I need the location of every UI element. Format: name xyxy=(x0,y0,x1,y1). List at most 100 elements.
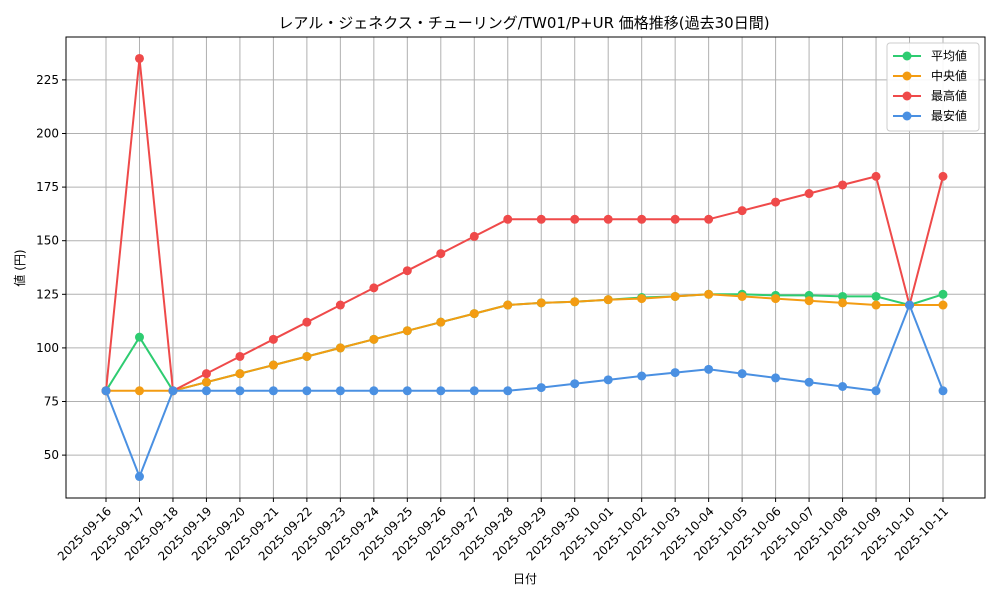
y-tick-label: 100 xyxy=(36,341,59,355)
data-point xyxy=(603,375,613,385)
data-point xyxy=(570,297,580,307)
data-point xyxy=(134,472,144,482)
data-point xyxy=(737,206,747,216)
data-point xyxy=(302,386,312,396)
legend-label: 中央値 xyxy=(931,68,967,83)
x-axis-label: 日付 xyxy=(513,572,537,586)
data-point xyxy=(771,294,781,304)
data-point xyxy=(201,386,211,396)
legend-box xyxy=(886,42,980,132)
y-tick-label: 225 xyxy=(36,73,59,87)
y-tick-label: 150 xyxy=(36,234,59,248)
data-point xyxy=(637,371,647,381)
series-line-中央値 xyxy=(106,293,943,392)
data-point xyxy=(737,291,747,301)
data-point xyxy=(570,379,580,389)
data-point xyxy=(369,386,379,396)
data-point xyxy=(704,364,714,374)
data-point xyxy=(670,214,680,224)
data-point xyxy=(302,351,312,361)
data-point xyxy=(201,377,211,387)
y-tick-label: 50 xyxy=(44,448,59,462)
data-point xyxy=(402,266,412,276)
series-line-最高値 xyxy=(105,57,944,392)
legend-swatch-marker xyxy=(902,71,912,81)
legend-label: 平均値 xyxy=(931,48,967,63)
data-point xyxy=(335,300,345,310)
data-point xyxy=(402,326,412,336)
data-point xyxy=(536,214,546,224)
data-point xyxy=(469,231,479,241)
data-point xyxy=(704,214,714,224)
legend-swatch-marker xyxy=(902,91,912,101)
data-point xyxy=(838,291,848,301)
data-point xyxy=(134,53,144,63)
data-point xyxy=(637,294,647,304)
data-point xyxy=(938,171,948,181)
data-point xyxy=(637,214,647,224)
data-point xyxy=(737,369,747,379)
legend-label: 最安値 xyxy=(931,108,967,123)
data-point xyxy=(704,289,714,299)
data-point xyxy=(436,317,446,327)
data-point xyxy=(804,296,814,306)
data-point xyxy=(101,386,111,396)
data-point xyxy=(268,334,278,344)
y-tick-label: 75 xyxy=(44,395,59,409)
data-point xyxy=(469,309,479,319)
data-point xyxy=(335,386,345,396)
data-point xyxy=(871,291,881,301)
y-tick-label: 175 xyxy=(36,180,59,194)
data-point xyxy=(235,386,245,396)
legend-swatch-marker xyxy=(902,51,912,61)
data-point xyxy=(369,334,379,344)
data-point xyxy=(871,171,881,181)
data-point xyxy=(402,386,412,396)
data-point xyxy=(536,383,546,393)
data-point xyxy=(938,300,948,310)
data-point xyxy=(771,373,781,383)
grid-lines xyxy=(66,37,985,498)
data-point xyxy=(905,300,915,310)
data-point xyxy=(838,298,848,308)
data-point xyxy=(134,332,144,342)
series-group xyxy=(101,53,948,482)
data-point xyxy=(469,386,479,396)
data-point xyxy=(302,317,312,327)
data-point xyxy=(871,386,881,396)
data-point xyxy=(771,197,781,207)
data-point xyxy=(503,386,513,396)
data-point xyxy=(536,298,546,308)
y-axis: 50 75 100 125 150 175 200 225 xyxy=(36,73,66,462)
data-point xyxy=(168,386,178,396)
data-point xyxy=(503,300,513,310)
data-point xyxy=(436,249,446,259)
data-point xyxy=(570,214,580,224)
data-point xyxy=(603,214,613,224)
data-point xyxy=(603,295,613,305)
data-point xyxy=(235,351,245,361)
data-point xyxy=(268,360,278,370)
data-point xyxy=(235,369,245,379)
data-point xyxy=(804,189,814,199)
y-tick-label: 125 xyxy=(36,287,59,301)
data-point xyxy=(871,300,881,310)
data-point xyxy=(670,368,680,378)
y-axis-label: 値 (円) xyxy=(12,249,27,286)
data-point xyxy=(436,386,446,396)
legend-swatch-marker xyxy=(902,111,912,121)
data-point xyxy=(201,369,211,379)
data-point xyxy=(369,283,379,293)
data-point xyxy=(838,382,848,392)
data-point xyxy=(335,343,345,353)
legend-label: 最高値 xyxy=(931,88,967,103)
data-point xyxy=(503,214,513,224)
data-point xyxy=(938,386,948,396)
data-point xyxy=(134,386,144,396)
data-point xyxy=(268,386,278,396)
data-point xyxy=(804,377,814,387)
series-line-最安値 xyxy=(105,304,944,478)
data-point xyxy=(938,289,948,299)
